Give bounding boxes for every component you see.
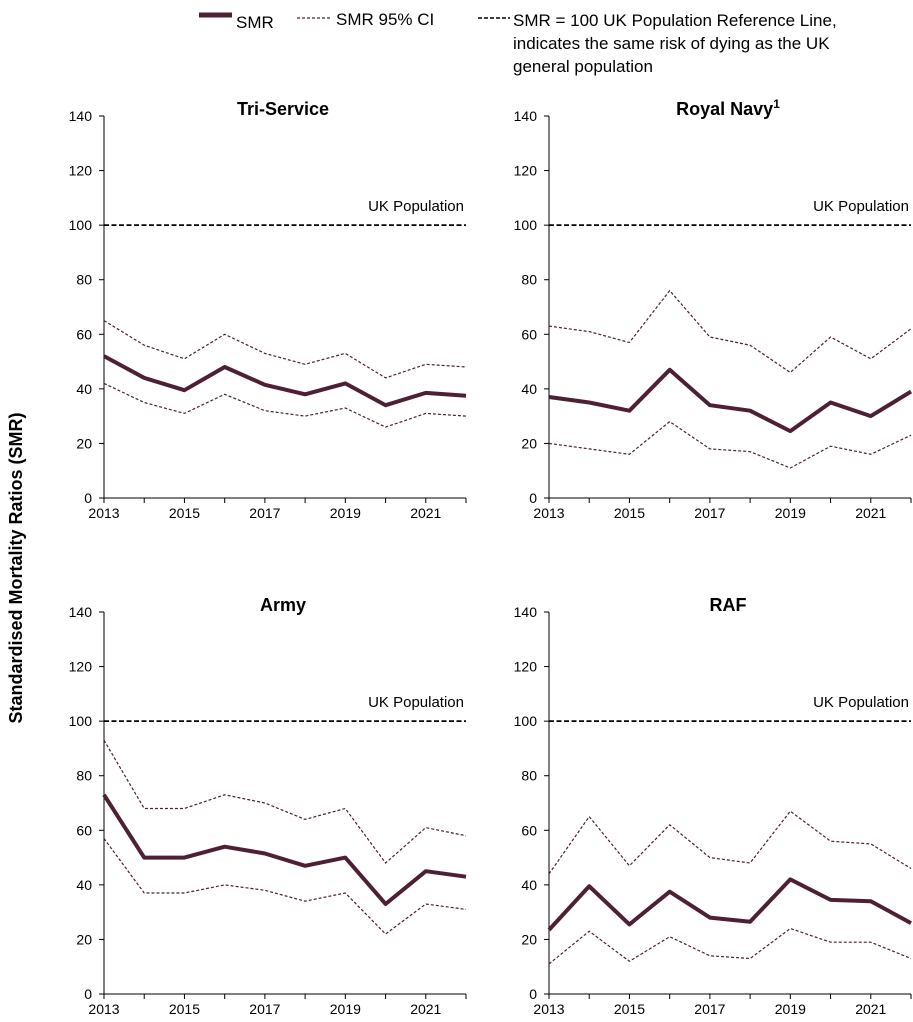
y-tick-label: 0 <box>529 490 537 506</box>
y-tick-label: 40 <box>76 877 92 893</box>
chart-title: Tri-Service <box>237 99 329 119</box>
reference-line-label: UK Population <box>813 198 909 215</box>
y-tick-label: 60 <box>521 326 537 342</box>
chart-panel-raf: RAF 0 20 40 60 80 100 120 140 2013 2015 2017 2019 202… <box>514 595 912 1017</box>
y-tick-label: 40 <box>76 381 92 397</box>
legend-smr-label: SMR <box>236 13 274 32</box>
x-tick-label: 2019 <box>775 1001 806 1017</box>
y-tick-label: 140 <box>69 108 93 124</box>
x-tick-label: 2021 <box>410 505 441 521</box>
reference-line-label: UK Population <box>368 694 464 711</box>
y-tick-label: 100 <box>69 713 93 729</box>
legend-ref-label-line2: indicates the same risk of dying as the … <box>513 34 830 53</box>
chart-panel-royal-navy: Royal Navy1 0 20 40 60 80 100 120 140 2013 2015 201… <box>514 97 913 521</box>
smr-series-line <box>548 367 913 434</box>
x-tick-label: 2019 <box>330 1001 361 1017</box>
reference-line-label: UK Population <box>813 694 909 711</box>
x-tick-label: 2015 <box>614 505 645 521</box>
y-tick-label: 120 <box>514 163 538 179</box>
y-tick-label: 80 <box>521 768 537 784</box>
chart-panel-army: Army 0 20 40 60 80 100 120 140 2013 2015 2017 2019 20… <box>69 595 467 1017</box>
legend-ci-label: SMR 95% CI <box>336 10 434 29</box>
reference-line-label: UK Population <box>368 198 464 215</box>
x-tick-label: 2021 <box>855 1001 886 1017</box>
chart-title-superscript: 1 <box>773 97 780 111</box>
x-tick-label: 2015 <box>169 505 200 521</box>
y-tick-label: 40 <box>521 877 537 893</box>
ci-lower-series-line <box>103 382 467 428</box>
legend-ref-label-line1: SMR = 100 UK Population Reference Line, <box>513 11 837 30</box>
y-tick-label: 140 <box>514 604 538 620</box>
y-tick-label: 60 <box>521 822 537 838</box>
chart-panel-tri-service: Tri-Service 0 20 40 60 80 100 120 140 2013 2015 201… <box>69 99 467 521</box>
y-tick-label: 100 <box>514 217 538 233</box>
legend: SMR SMR 95% CI SMR = 100 UK Population R… <box>199 10 837 76</box>
chart-title: Royal Navy1 <box>676 97 780 119</box>
y-tick-label: 60 <box>76 822 92 838</box>
x-tick-label: 2021 <box>410 1001 441 1017</box>
x-tick-label: 2015 <box>169 1001 200 1017</box>
y-tick-label: 100 <box>69 217 93 233</box>
x-tick-label: 2013 <box>88 1001 119 1017</box>
y-tick-label: 100 <box>514 713 538 729</box>
x-tick-label: 2013 <box>533 505 564 521</box>
x-tick-label: 2017 <box>249 1001 280 1017</box>
x-tick-label: 2013 <box>533 1001 564 1017</box>
x-tick-label: 2017 <box>249 505 280 521</box>
y-tick-label: 20 <box>521 435 537 451</box>
chart-title: RAF <box>710 595 747 615</box>
y-tick-label: 20 <box>76 931 92 947</box>
ci-upper-series-line <box>548 289 912 374</box>
y-tick-label: 120 <box>514 659 538 675</box>
legend-ref-label-line3: general population <box>513 57 653 76</box>
x-tick-label: 2021 <box>855 505 886 521</box>
y-tick-label: 140 <box>514 108 538 124</box>
x-tick-label: 2017 <box>694 1001 725 1017</box>
ci-lower-series-line <box>548 420 912 469</box>
y-tick-label: 20 <box>521 931 537 947</box>
y-axis-label: Standardised Mortality Ratios (SMR) <box>6 412 26 723</box>
y-tick-label: 0 <box>529 986 537 1002</box>
smr-series-line <box>102 793 467 906</box>
x-tick-label: 2015 <box>614 1001 645 1017</box>
smr-series-line <box>547 877 912 932</box>
ci-lower-series-line <box>548 927 912 965</box>
x-tick-label: 2013 <box>88 505 119 521</box>
y-tick-label: 140 <box>69 604 93 620</box>
y-tick-label: 0 <box>84 986 92 1002</box>
y-tick-label: 0 <box>84 490 92 506</box>
ci-upper-series-line <box>103 320 467 379</box>
chart-title: Army <box>260 595 306 615</box>
y-tick-label: 80 <box>521 272 537 288</box>
ci-upper-series-line <box>103 739 467 864</box>
x-tick-label: 2019 <box>330 505 361 521</box>
ci-lower-series-line <box>103 838 467 935</box>
y-tick-label: 80 <box>76 272 92 288</box>
ci-upper-series-line <box>548 810 912 875</box>
y-tick-label: 120 <box>69 659 93 675</box>
x-tick-label: 2017 <box>694 505 725 521</box>
y-tick-label: 80 <box>76 768 92 784</box>
y-tick-label: 20 <box>76 435 92 451</box>
y-tick-label: 60 <box>76 326 92 342</box>
smr-series-line <box>103 354 467 408</box>
y-tick-label: 120 <box>69 163 93 179</box>
y-tick-label: 40 <box>521 381 537 397</box>
x-tick-label: 2019 <box>775 505 806 521</box>
